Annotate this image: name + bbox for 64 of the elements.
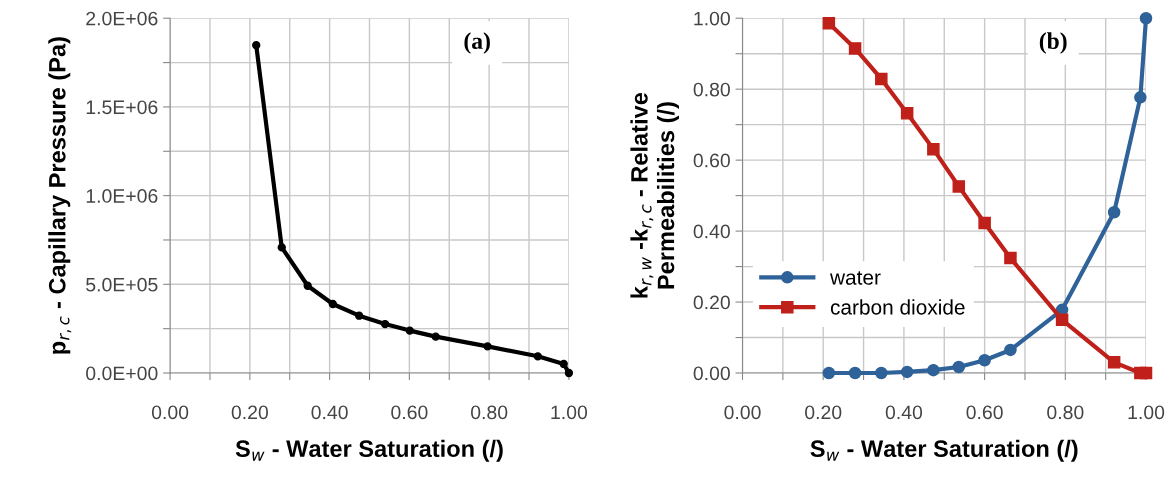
point [303,281,312,290]
point [900,365,914,379]
point [1055,313,1069,327]
point [328,299,337,309]
point [875,72,888,86]
point [252,41,261,50]
point [927,363,940,377]
y-tick-label: 5.0E+05 [86,277,158,292]
point [875,366,888,380]
annotation: (a) [464,32,490,54]
y-tick-label: 1.00 [694,11,730,26]
y-tick-label: 0.20 [693,295,730,310]
point [559,359,568,369]
x-tick-label: 0.20 [231,405,269,420]
point [927,142,940,156]
point [978,216,991,230]
annotation: (b) [1039,32,1067,54]
x-tick-label: 0.00 [151,405,189,420]
point [380,319,390,329]
point [1004,343,1017,357]
point [978,353,991,367]
point [431,332,440,341]
x-tick-label: 1.00 [1128,405,1165,420]
x-axis-title: S$_{w}$ - Water Saturation (/) [235,439,503,462]
point [354,311,364,320]
x-tick-label: 1.00 [551,405,588,420]
x-tick-label: 0.00 [724,405,761,420]
point [848,366,862,380]
point [1139,366,1153,380]
point [483,342,492,351]
y-tick-label: 2.0E+06 [86,11,158,26]
y-tick-label: 1.0E+06 [86,189,158,203]
y-tick-label: 0.80 [693,82,730,97]
point [952,360,966,374]
point [952,180,966,193]
x-tick-label: 0.60 [966,405,1003,420]
legend-label: carbon dioxide [830,299,965,315]
point [822,366,836,380]
point [1004,251,1017,265]
legend-label: water [829,271,881,285]
x-tick-label: 0.80 [1047,405,1084,420]
y-tick-label: 0.60 [693,153,730,168]
point [1139,11,1153,25]
point [848,42,862,55]
point [277,243,286,252]
x-tick-label: 0.40 [311,405,348,420]
x-tick-label: 0.40 [885,405,923,420]
point [822,16,836,30]
x-tick-label: 0.80 [470,405,508,420]
x-tick-label: 0.20 [805,405,842,420]
point [405,326,414,335]
y-tick-label: 1.5E+06 [86,100,158,115]
x-axis-title: S$_{w}$ - Water Saturation (/) [810,439,1078,462]
y-tick-label: 0.40 [693,224,730,239]
point [1107,206,1121,219]
point [1134,91,1147,104]
y-tick-label: 0.00 [693,366,730,381]
y-axis-title: k$_{r,w}$ -k$_{r,c}$ - Relative Permeabilities (/) [630,92,679,298]
x-tick-label: 0.60 [391,405,428,420]
point [533,352,542,361]
y-axis-title: p$_{r,c}$ - Capillary Pressure (Pa) [48,37,72,354]
point [900,107,914,120]
point [1107,356,1121,369]
y-tick-label: 0.0E+00 [86,366,158,381]
